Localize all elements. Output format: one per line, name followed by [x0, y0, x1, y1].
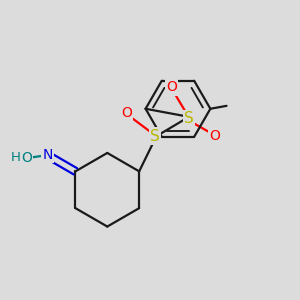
Text: S: S: [184, 111, 194, 126]
Text: O: O: [209, 129, 220, 143]
Text: H: H: [11, 151, 21, 164]
Text: O: O: [166, 80, 177, 94]
Text: S: S: [151, 128, 160, 143]
Text: O: O: [21, 151, 32, 165]
Text: N: N: [42, 148, 52, 162]
Text: O: O: [121, 106, 132, 120]
